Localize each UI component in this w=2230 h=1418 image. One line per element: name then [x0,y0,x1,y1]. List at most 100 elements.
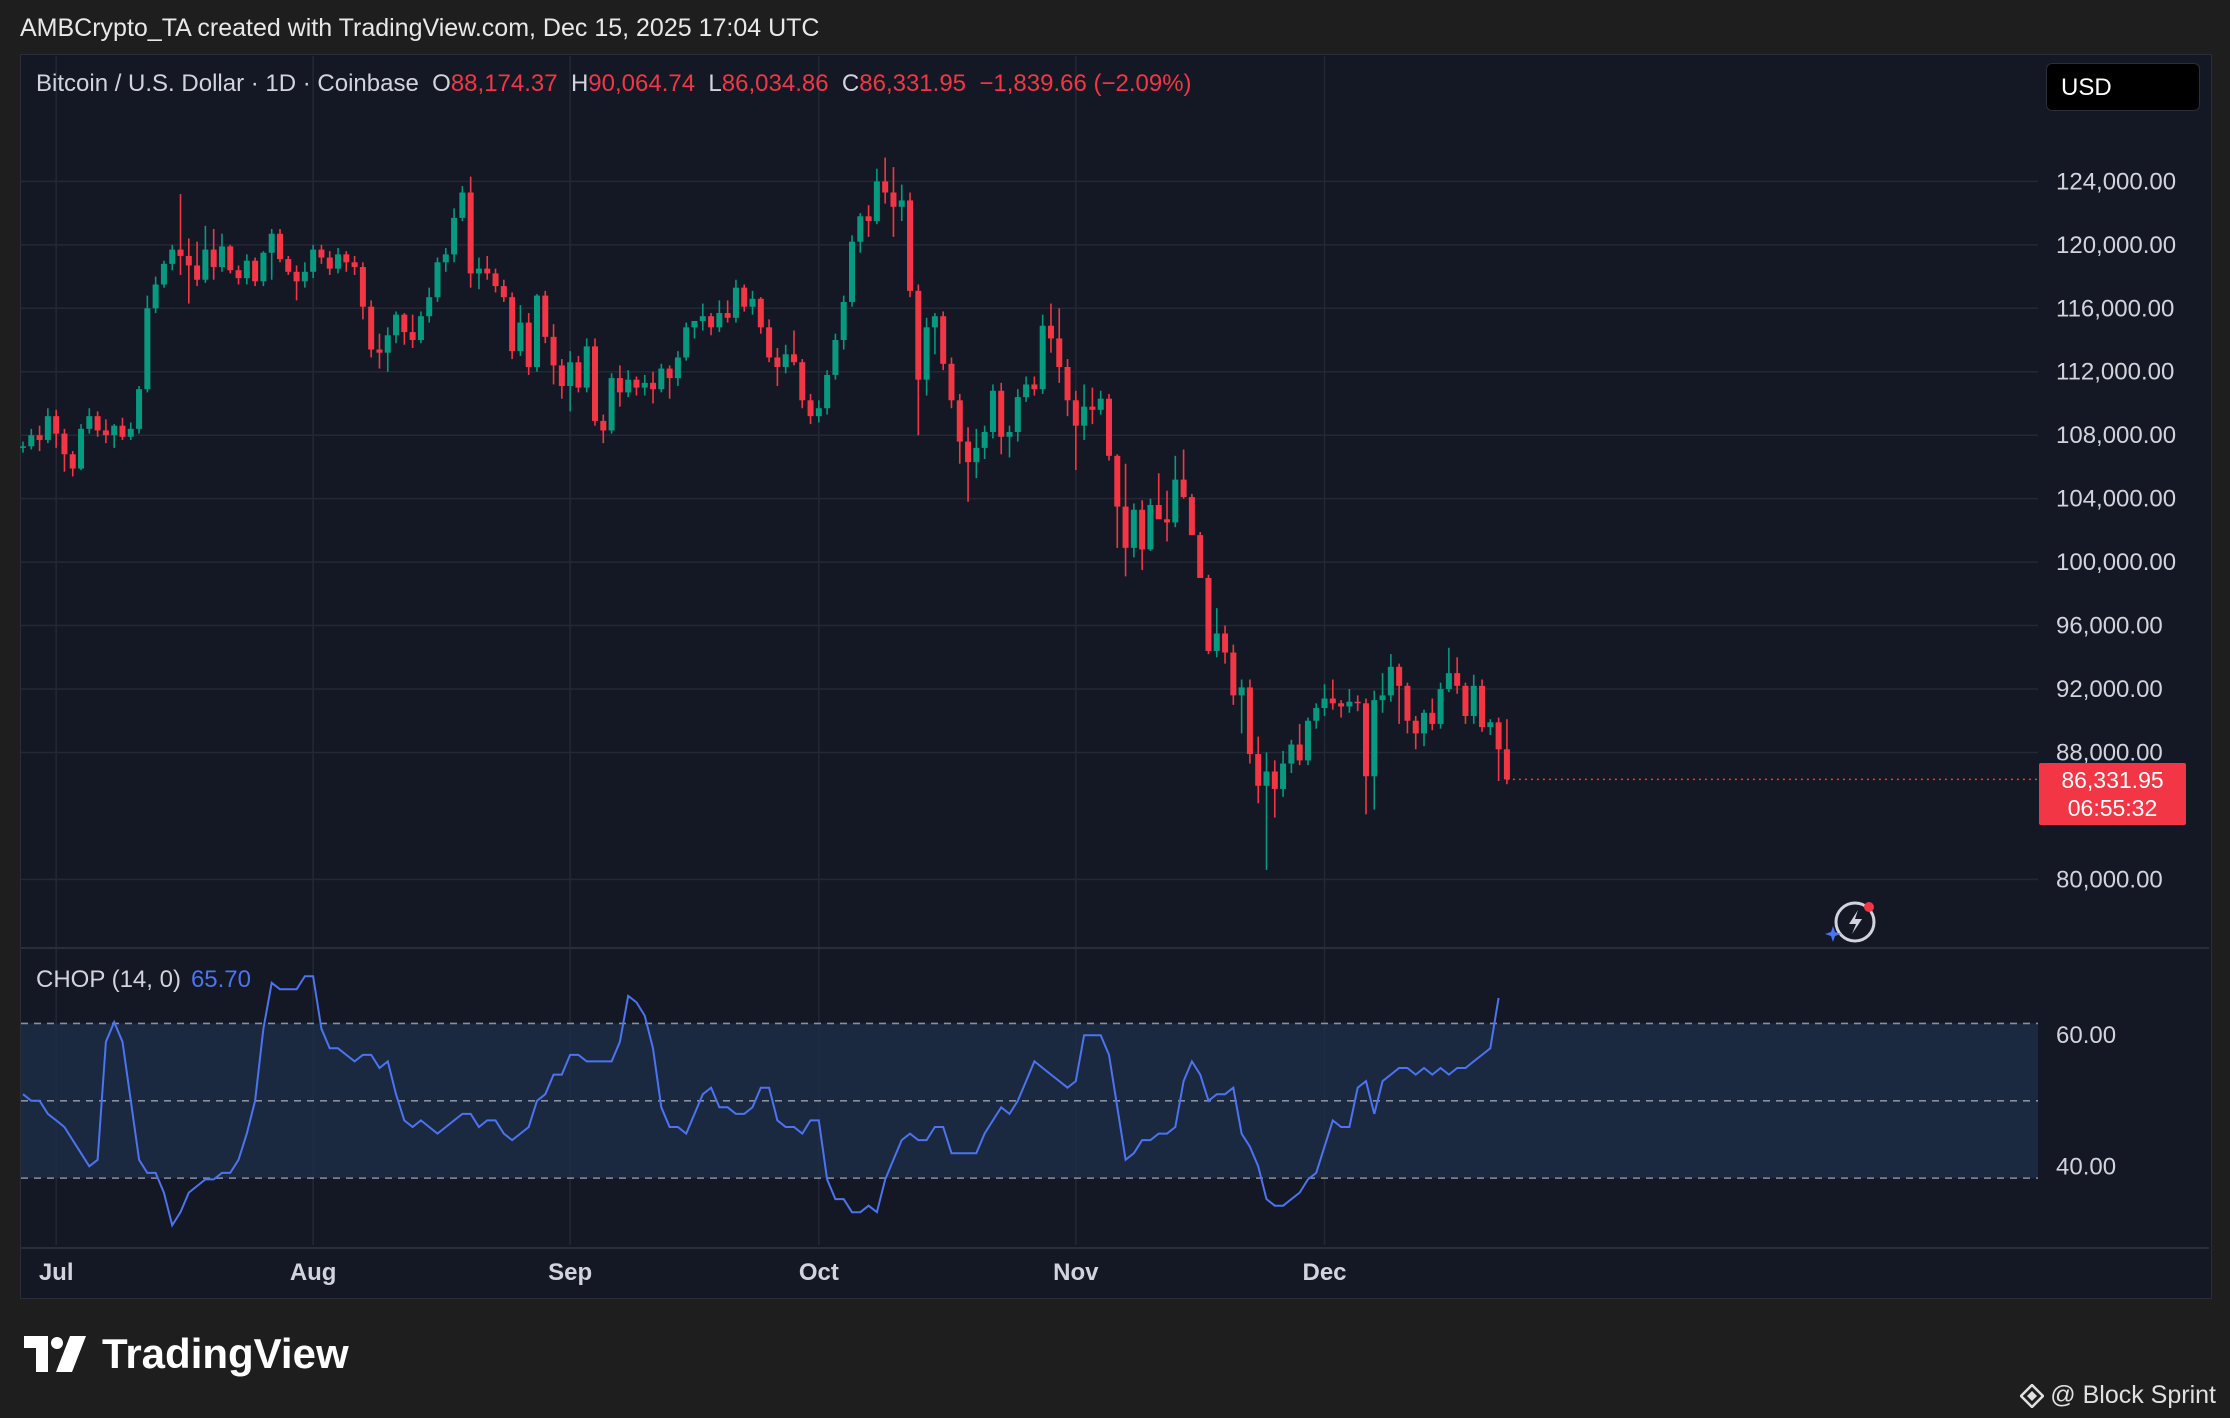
candle [1462,682,1469,724]
currency-button[interactable]: USD [2046,63,2200,111]
candle [575,355,582,393]
candle-body [1056,338,1063,367]
candle [683,322,690,361]
candle-body [20,446,26,448]
candle [600,414,607,444]
candle-body [956,400,963,442]
candle [625,370,632,398]
open-label: O [432,70,451,97]
candle [1503,719,1510,785]
price-tick-label: 112,000.00 [2056,359,2174,386]
symbol-label[interactable]: Bitcoin / U.S. Dollar · 1D · Coinbase [36,70,419,97]
candle [732,279,739,323]
candle [1354,695,1361,712]
candle-body [1371,700,1378,777]
candle [1122,463,1129,577]
high-value: 90,064.74 [588,70,696,97]
candle-body [252,260,259,282]
candle [533,294,540,372]
candle-body [1354,701,1361,704]
price-tick-label: 120,000.00 [2056,232,2176,259]
candle-body [1006,432,1013,437]
candle [28,428,35,450]
candle-body [749,298,756,307]
candle [127,422,134,440]
grid-lines [21,56,2209,1249]
candle [1097,390,1104,415]
price-axis: 80,000.00 88,000.00 92,000.00 96,000.00 100,… [2056,168,2176,893]
candle-body [227,246,234,271]
candle [318,244,325,264]
candle-body [965,441,972,463]
price-tick-label: 88,000.00 [2056,739,2163,766]
candle-body [1213,633,1220,651]
candle [1213,608,1220,658]
candle-body [600,420,607,431]
candle-body [724,313,731,318]
candle [1023,376,1030,402]
candle [865,205,872,237]
candle [749,290,756,315]
candle [144,295,151,393]
candle-body [384,335,391,353]
low-value: 86,034.86 [721,70,829,97]
candle-body [774,357,781,367]
candle [136,386,143,434]
candle-body [475,268,482,274]
candle-body [459,192,466,218]
open-value: 88,174.37 [450,70,558,97]
candle [1346,689,1353,713]
candle [326,251,333,275]
candle-body [119,425,126,437]
candle [293,265,300,301]
candle [1362,698,1369,815]
candle-body [260,252,267,282]
candle [1238,679,1245,734]
candle-body [177,249,184,256]
candle-body [650,382,657,390]
candle-body [1296,744,1303,761]
candle [840,295,847,350]
candle [1429,698,1436,731]
candle [931,313,938,355]
candle [1454,657,1461,694]
candle [1495,717,1502,782]
candle [824,370,831,415]
candle-body [359,267,366,307]
candle [981,425,988,459]
high-label: H [570,70,589,97]
candle-body [1263,771,1270,786]
brand-name: TradingView [102,1330,349,1377]
candle [1396,663,1403,724]
candle-body [1064,366,1071,401]
candle [849,235,855,307]
candle-body [1222,633,1229,653]
price-tick-label: 104,000.00 [2056,486,2176,513]
candle-body [840,301,847,341]
candle-body [1205,577,1212,651]
candle-body [78,428,85,469]
candle-body [832,340,839,375]
candle-body [550,336,557,366]
candle [20,441,26,453]
candle [1329,679,1336,710]
candle [699,303,706,331]
candle [1338,700,1345,718]
candle-body [69,454,76,469]
candle [1188,493,1195,536]
candle [235,265,242,285]
candle-body [1180,479,1187,498]
indicator-legend[interactable]: CHOP (14, 0) 65.70 [36,966,251,994]
candle-body [533,295,540,367]
candle [343,251,350,272]
candle-body [434,262,441,298]
candle [1130,503,1137,558]
candle [442,248,449,272]
candle-body [567,362,574,387]
candle-body [335,254,342,269]
candle [1072,390,1079,471]
lightning-alert-icon[interactable] [1825,901,1876,943]
candle [285,255,292,275]
price-tick-label: 124,000.00 [2056,168,2176,195]
